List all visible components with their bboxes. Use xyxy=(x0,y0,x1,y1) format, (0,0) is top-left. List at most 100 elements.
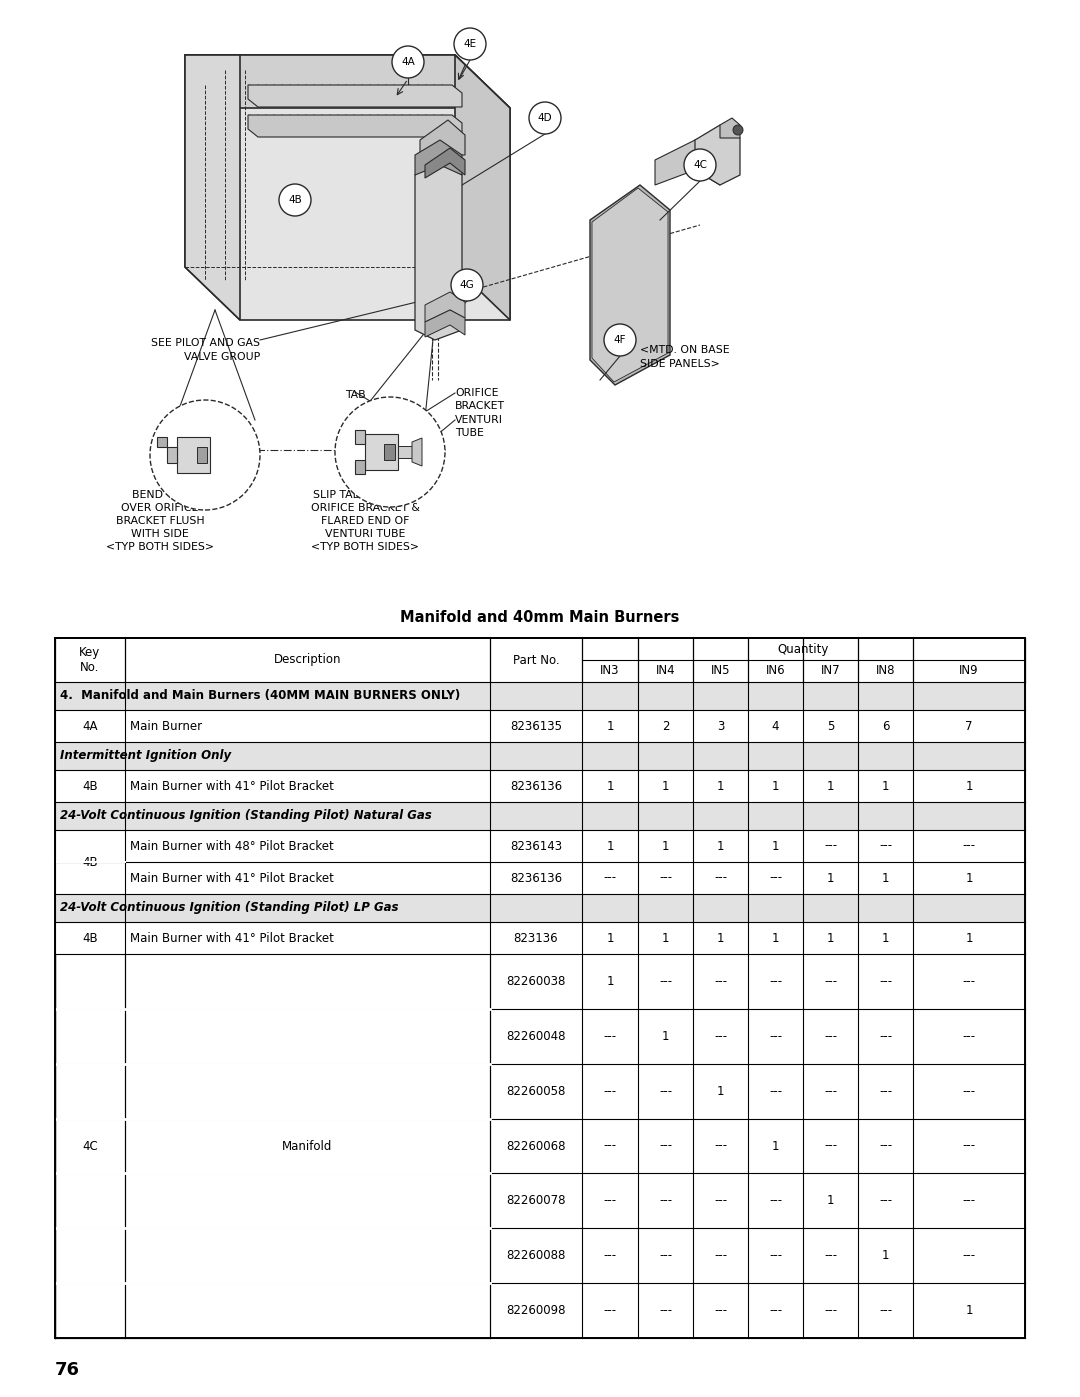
Text: ---: --- xyxy=(604,1030,617,1042)
Text: 82260088: 82260088 xyxy=(507,1249,566,1263)
Text: Quantity: Quantity xyxy=(778,643,829,655)
Text: 8236135: 8236135 xyxy=(510,719,562,732)
Text: ---: --- xyxy=(769,1084,782,1098)
Polygon shape xyxy=(157,437,167,447)
Text: 1: 1 xyxy=(881,780,889,792)
Text: 1: 1 xyxy=(827,872,834,884)
Text: BEND TAB: BEND TAB xyxy=(133,490,188,500)
Text: ---: --- xyxy=(962,1140,975,1153)
Text: 8236136: 8236136 xyxy=(510,872,562,884)
Text: SLIP TAB BETWEEN: SLIP TAB BETWEEN xyxy=(313,490,417,500)
Text: ---: --- xyxy=(604,1249,617,1263)
Text: Main Burner with 41° Pilot Bracket: Main Burner with 41° Pilot Bracket xyxy=(130,872,334,884)
Text: 2: 2 xyxy=(662,719,670,732)
Polygon shape xyxy=(248,115,462,137)
Text: Main Burner with 41° Pilot Bracket: Main Burner with 41° Pilot Bracket xyxy=(130,932,334,944)
Text: ---: --- xyxy=(824,975,837,988)
Text: 1: 1 xyxy=(772,840,780,852)
Text: 4D: 4D xyxy=(538,113,552,123)
Text: 1: 1 xyxy=(606,932,613,944)
Text: ---: --- xyxy=(714,1249,727,1263)
Bar xyxy=(55,742,1025,770)
Bar xyxy=(55,682,1025,710)
Text: IN8: IN8 xyxy=(876,665,895,678)
Text: ---: --- xyxy=(962,1249,975,1263)
Text: ---: --- xyxy=(714,1030,727,1042)
Text: 4B: 4B xyxy=(288,196,302,205)
Text: 1: 1 xyxy=(827,780,834,792)
Polygon shape xyxy=(399,446,411,458)
Text: Intermittent Ignition Only: Intermittent Ignition Only xyxy=(60,750,231,763)
Text: ---: --- xyxy=(769,975,782,988)
Text: 5: 5 xyxy=(827,719,834,732)
Polygon shape xyxy=(426,310,465,337)
Polygon shape xyxy=(177,437,210,474)
Text: ---: --- xyxy=(604,1140,617,1153)
Text: 82260098: 82260098 xyxy=(507,1303,566,1317)
Bar xyxy=(55,638,1025,1338)
Text: ---: --- xyxy=(879,840,892,852)
Text: ---: --- xyxy=(714,1140,727,1153)
Polygon shape xyxy=(185,54,240,320)
Polygon shape xyxy=(720,117,740,138)
Text: ---: --- xyxy=(769,1303,782,1317)
Text: IN6: IN6 xyxy=(766,665,785,678)
Text: 4E: 4E xyxy=(463,39,476,49)
Text: 1: 1 xyxy=(662,932,670,944)
Circle shape xyxy=(150,400,260,510)
Text: 1: 1 xyxy=(717,840,725,852)
Text: VALVE GROUP: VALVE GROUP xyxy=(184,352,260,362)
Text: 4B: 4B xyxy=(82,855,98,869)
Text: 1: 1 xyxy=(606,840,613,852)
Polygon shape xyxy=(355,460,365,474)
Text: WITH SIDE: WITH SIDE xyxy=(131,529,189,539)
Text: 8236136: 8236136 xyxy=(510,780,562,792)
Text: 3: 3 xyxy=(717,719,725,732)
Text: ---: --- xyxy=(824,1084,837,1098)
Text: <MTD. ON BASE: <MTD. ON BASE xyxy=(640,345,730,355)
Text: VENTURI TUBE: VENTURI TUBE xyxy=(325,529,405,539)
Polygon shape xyxy=(384,444,395,460)
Text: 1: 1 xyxy=(772,780,780,792)
Text: 1: 1 xyxy=(881,1249,889,1263)
Text: 4A: 4A xyxy=(401,57,415,67)
Text: 1: 1 xyxy=(606,719,613,732)
Polygon shape xyxy=(185,54,510,320)
Text: 1: 1 xyxy=(966,1303,973,1317)
Text: 4F: 4F xyxy=(613,335,626,345)
Polygon shape xyxy=(411,439,422,467)
Text: SEE PILOT AND GAS: SEE PILOT AND GAS xyxy=(151,338,260,348)
Circle shape xyxy=(454,28,486,60)
Bar xyxy=(582,638,1025,659)
Text: ORIFICE: ORIFICE xyxy=(455,388,499,398)
Text: IN5: IN5 xyxy=(711,665,730,678)
Bar xyxy=(55,894,1025,922)
Text: ---: --- xyxy=(879,1140,892,1153)
Text: ---: --- xyxy=(879,1303,892,1317)
Text: VENTURI: VENTURI xyxy=(455,415,503,425)
Text: 1: 1 xyxy=(662,840,670,852)
Text: ORIFICE BRACKET &: ORIFICE BRACKET & xyxy=(311,503,419,513)
Text: 4: 4 xyxy=(772,719,780,732)
Text: ---: --- xyxy=(659,1194,672,1207)
Polygon shape xyxy=(355,430,365,444)
Text: ---: --- xyxy=(824,1303,837,1317)
Text: ---: --- xyxy=(604,1303,617,1317)
Text: 7: 7 xyxy=(966,719,973,732)
Polygon shape xyxy=(654,140,720,184)
Text: 823136: 823136 xyxy=(514,932,558,944)
Text: ---: --- xyxy=(879,1194,892,1207)
Text: Main Burner: Main Burner xyxy=(130,719,202,732)
Text: ---: --- xyxy=(824,840,837,852)
Text: ---: --- xyxy=(962,975,975,988)
Bar xyxy=(55,638,1025,1338)
Text: 1: 1 xyxy=(881,932,889,944)
Polygon shape xyxy=(415,140,462,175)
Text: ---: --- xyxy=(962,1030,975,1042)
Polygon shape xyxy=(426,148,465,177)
Text: 1: 1 xyxy=(662,1030,670,1042)
Text: 1: 1 xyxy=(772,1140,780,1153)
Text: IN4: IN4 xyxy=(656,665,675,678)
Text: 4B: 4B xyxy=(82,780,98,792)
Text: 82260038: 82260038 xyxy=(507,975,566,988)
